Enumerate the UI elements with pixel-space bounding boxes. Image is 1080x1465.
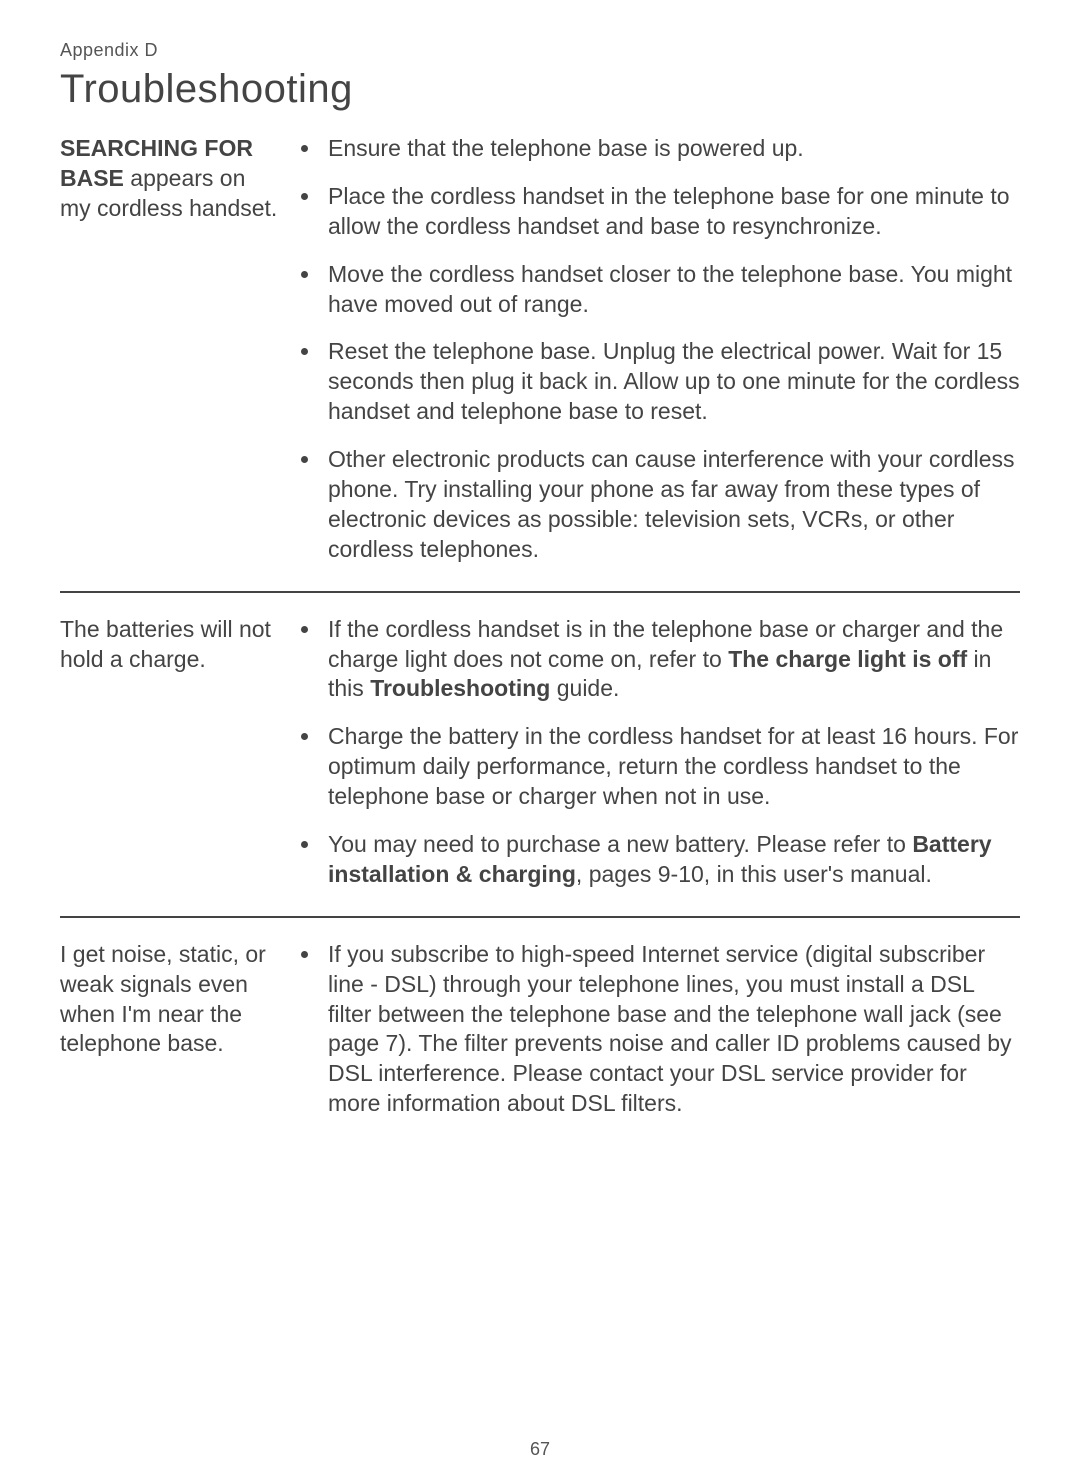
section-heading: I get noise, static, or weak signals eve… [60, 940, 280, 1119]
page-title: Troubleshooting [60, 67, 1020, 112]
bullet-text-bold: The charge light is off [728, 646, 967, 672]
bullet-text-pre: You may need to purchase a new battery. … [328, 831, 912, 857]
bullet-list: If you subscribe to high-speed Internet … [298, 940, 1020, 1119]
section-heading-rest: The batteries will not hold a charge. [60, 616, 271, 672]
bullet-text-post: , pages 9-10, in this user's manual. [576, 861, 932, 887]
troubleshooting-section: SEARCHING FOR BASE appears on my cordles… [60, 134, 1020, 593]
section-bullets: If you subscribe to high-speed Internet … [298, 940, 1020, 1119]
troubleshooting-section: The batteries will not hold a charge. If… [60, 615, 1020, 918]
section-bullets: If the cordless handset is in the teleph… [298, 615, 1020, 890]
appendix-label: Appendix D [60, 40, 1020, 61]
section-heading: SEARCHING FOR BASE appears on my cordles… [60, 134, 280, 565]
section-bullets: Ensure that the telephone base is powere… [298, 134, 1020, 565]
bullet-text-post: guide. [550, 675, 619, 701]
bullet-item: If you subscribe to high-speed Internet … [322, 940, 1020, 1119]
section-heading: The batteries will not hold a charge. [60, 615, 280, 890]
bullet-item: Place the cordless handset in the teleph… [322, 182, 1020, 242]
bullet-item: Ensure that the telephone base is powere… [322, 134, 1020, 164]
page-number: 67 [0, 1439, 1080, 1460]
bullet-item: You may need to purchase a new battery. … [322, 830, 1020, 890]
section-heading-rest: I get noise, static, or weak signals eve… [60, 941, 266, 1057]
bullet-text-bold: Troubleshooting [370, 675, 550, 701]
bullet-item: Move the cordless handset closer to the … [322, 260, 1020, 320]
bullet-item: If the cordless handset is in the teleph… [322, 615, 1020, 705]
bullet-item: Other electronic products can cause inte… [322, 445, 1020, 565]
document-page: Appendix D Troubleshooting SEARCHING FOR… [0, 0, 1080, 1465]
bullet-item: Charge the battery in the cordless hands… [322, 722, 1020, 812]
bullet-list: If the cordless handset is in the teleph… [298, 615, 1020, 890]
bullet-list: Ensure that the telephone base is powere… [298, 134, 1020, 565]
bullet-item: Reset the telephone base. Unplug the ele… [322, 337, 1020, 427]
troubleshooting-section: I get noise, static, or weak signals eve… [60, 940, 1020, 1137]
